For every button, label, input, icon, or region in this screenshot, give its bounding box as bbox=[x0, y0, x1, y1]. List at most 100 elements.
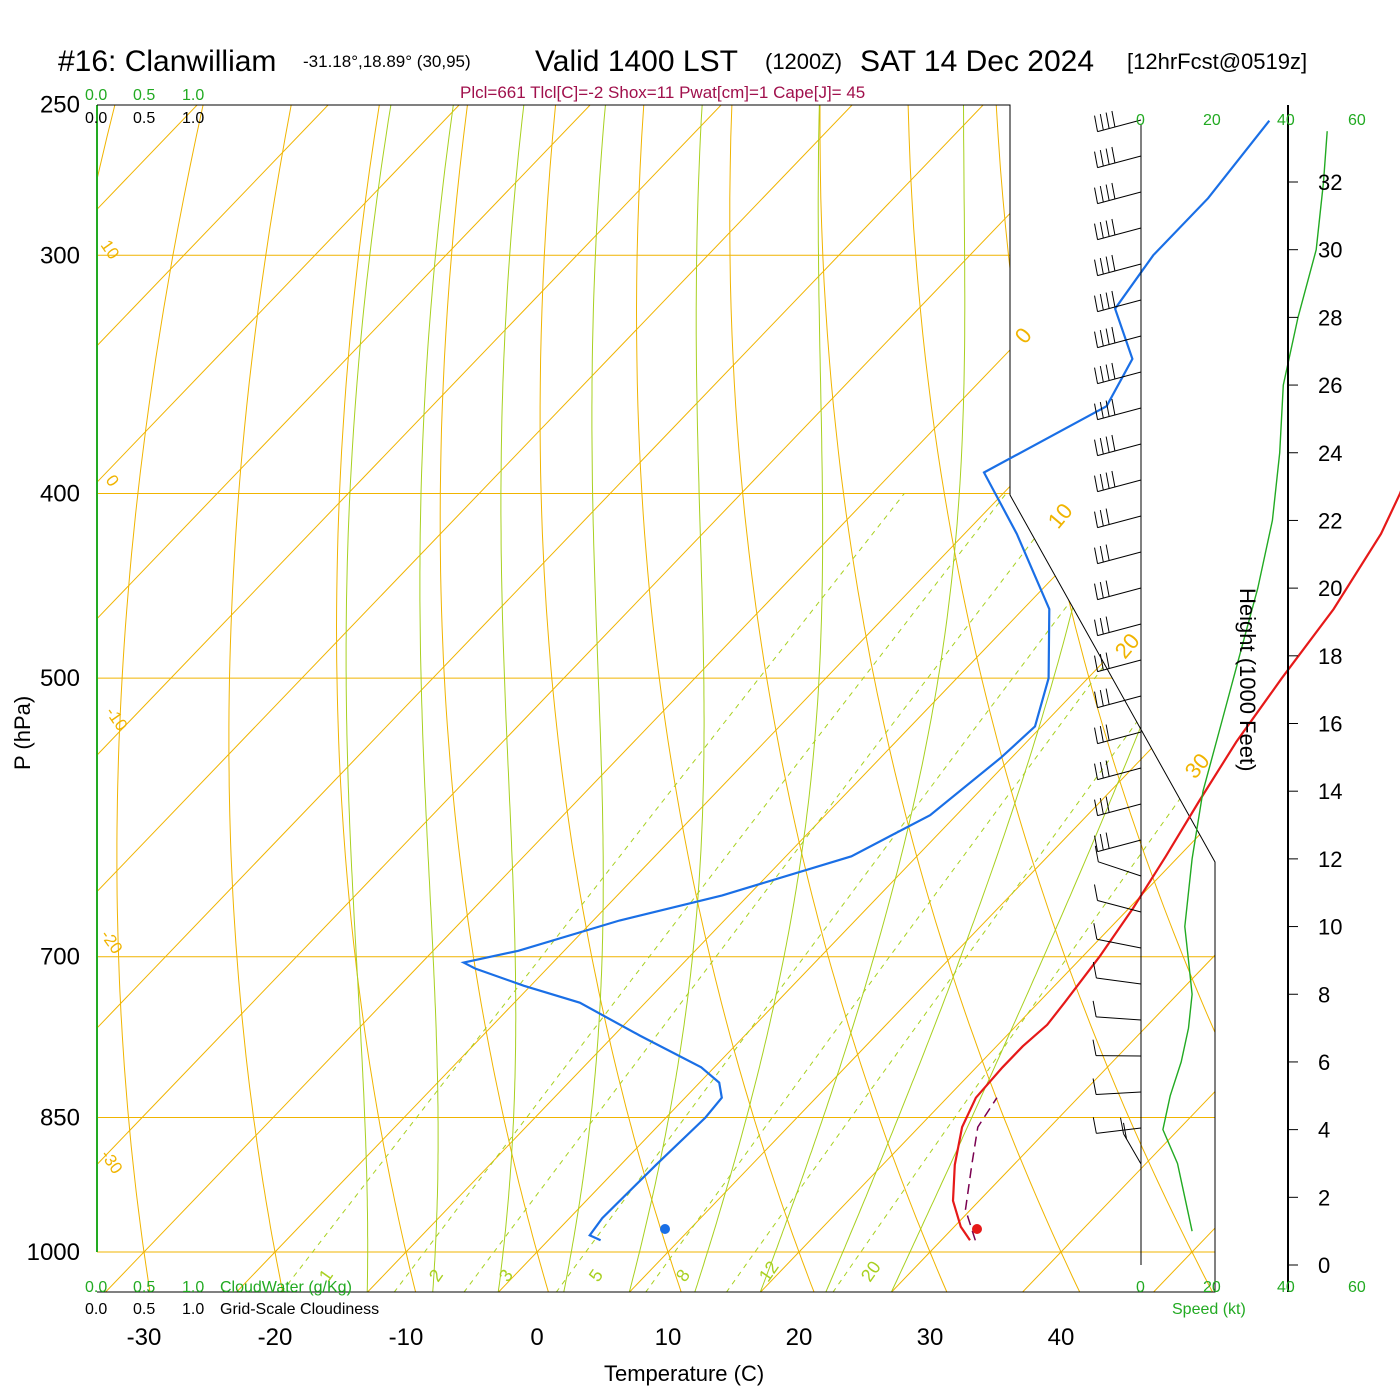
temperature-line bbox=[951, 490, 1400, 1241]
speed-tick-top-1: 20 bbox=[1203, 112, 1221, 129]
isotherm--10 bbox=[366, 105, 1215, 1292]
wind-barb-21 bbox=[1094, 845, 1142, 877]
height-tick-32: 32 bbox=[1318, 170, 1342, 195]
height-tick-20: 20 bbox=[1318, 576, 1342, 601]
x-tick-0: 0 bbox=[530, 1324, 543, 1351]
speed-label: Speed (kt) bbox=[1172, 1301, 1246, 1318]
wind-barb-11 bbox=[1094, 508, 1142, 529]
mixing-ratio-label-20: 20 bbox=[857, 1257, 885, 1285]
mixing-ratio-3 bbox=[463, 493, 1070, 1292]
dry-adiabat-80 bbox=[1168, 105, 1215, 1292]
wind-barb-4 bbox=[1094, 254, 1142, 277]
wind-barb-24 bbox=[1092, 961, 1142, 985]
wind-barb-5 bbox=[1094, 290, 1142, 313]
isotherm-20 bbox=[759, 105, 1215, 1292]
theta-label--20: -20 bbox=[97, 926, 127, 957]
x-tick--10: -10 bbox=[389, 1324, 424, 1351]
dewpoint-line bbox=[460, 120, 1271, 1242]
wind-barb-12 bbox=[1094, 544, 1142, 565]
isotherm--90 bbox=[97, 105, 493, 1292]
height-tick-26: 26 bbox=[1318, 373, 1342, 398]
wind-barb-15 bbox=[1094, 652, 1142, 673]
theta-label--10: -10 bbox=[102, 703, 132, 734]
x-tick--30: -30 bbox=[127, 1324, 162, 1351]
wind-barb-22 bbox=[1094, 884, 1142, 913]
cloudiness-tick-top-1: 0.5 bbox=[133, 110, 155, 127]
height-tick-8: 8 bbox=[1318, 982, 1330, 1007]
isotherm--40 bbox=[97, 105, 1148, 1292]
mixing-ratio-1 bbox=[281, 493, 905, 1292]
wind-barb-1 bbox=[1094, 146, 1142, 169]
wind-barb-0 bbox=[1094, 110, 1142, 133]
isotherm-label-20: 20 bbox=[1110, 628, 1145, 663]
wind-barb-19 bbox=[1094, 796, 1142, 817]
p-tick-500: 500 bbox=[40, 665, 80, 692]
height-tick-14: 14 bbox=[1318, 779, 1342, 804]
cloudiness-tick-top-0: 0.0 bbox=[85, 110, 107, 127]
cloudwater-tick-top-2: 1.0 bbox=[182, 87, 204, 104]
wind-barb-23 bbox=[1093, 923, 1142, 949]
dry-adiabat-40 bbox=[819, 105, 1081, 1292]
wind-barb-14 bbox=[1094, 616, 1142, 637]
wind-barb-8 bbox=[1094, 398, 1142, 421]
station-coords: -31.18°,18.89° (30,95) bbox=[303, 52, 471, 71]
x-tick-40: 40 bbox=[1048, 1324, 1075, 1351]
dry-adiabat--20 bbox=[228, 105, 299, 1292]
mixing-ratio-8 bbox=[645, 493, 1215, 1292]
cloudiness-tick-bottom-0: 0.0 bbox=[85, 1301, 107, 1318]
x-tick-20: 20 bbox=[786, 1324, 813, 1351]
isotherm--30 bbox=[104, 105, 1215, 1292]
sounding-profiles bbox=[460, 120, 1400, 1242]
isotherm-50 bbox=[1152, 105, 1215, 1292]
speed-tick-top-0: 0 bbox=[1136, 112, 1145, 129]
speed-tick-bottom-2: 40 bbox=[1277, 1279, 1295, 1296]
isotherm--60 bbox=[97, 105, 886, 1292]
dry-adiabat-100 bbox=[1343, 71, 1400, 1293]
cloudiness-label: Grid-Scale Cloudiness bbox=[220, 1301, 379, 1318]
wind-barb-7 bbox=[1094, 362, 1142, 385]
height-tick-12: 12 bbox=[1318, 847, 1342, 872]
date-label: SAT 14 Dec 2024 bbox=[860, 45, 1094, 78]
isotherm-0 bbox=[497, 105, 1215, 1292]
height-tick-24: 24 bbox=[1318, 441, 1342, 466]
mixing-ratio-20 bbox=[832, 493, 1215, 1292]
y-axis-title: P (hPa) bbox=[10, 696, 35, 770]
surface-temperature-dot bbox=[972, 1224, 982, 1234]
axes-labels: -30 -20 -10 0 10 20 30 402503004005007008501000… bbox=[27, 91, 1343, 1351]
height-tick-16: 16 bbox=[1318, 712, 1342, 737]
wind-barb-2 bbox=[1094, 182, 1142, 205]
cloudwater-tick-top-0: 0.0 bbox=[85, 87, 107, 104]
plot-border bbox=[97, 104, 1216, 1293]
speed-tick-bottom-0: 0 bbox=[1136, 1279, 1145, 1296]
valid-time: Valid 1400 LST bbox=[535, 45, 738, 78]
p-tick-250: 250 bbox=[40, 91, 80, 118]
dry-adiabat-20 bbox=[635, 105, 815, 1292]
isotherm-10 bbox=[628, 105, 1215, 1292]
wind-barb-25 bbox=[1092, 1000, 1142, 1021]
station-title: #16: Clanwilliam bbox=[58, 45, 276, 78]
height-tick-30: 30 bbox=[1318, 238, 1342, 263]
wind-speed-line bbox=[1162, 131, 1328, 1232]
mixing-ratio-5 bbox=[555, 493, 1153, 1292]
p-tick-300: 300 bbox=[40, 242, 80, 269]
wind-barb-13 bbox=[1094, 580, 1142, 601]
wind-barbs bbox=[1092, 110, 1142, 1165]
isotherm--50 bbox=[97, 105, 1017, 1292]
cloudwater-label: CloudWater (g/Kg) bbox=[220, 1279, 352, 1296]
dry-adiabat--10 bbox=[335, 105, 417, 1292]
x-tick-30: 30 bbox=[917, 1324, 944, 1351]
isotherm--80 bbox=[97, 105, 624, 1292]
cloudwater-tick-bottom-2: 1.0 bbox=[182, 1279, 204, 1296]
theta-label--30: -30 bbox=[97, 1146, 127, 1177]
height-tick-10: 10 bbox=[1318, 915, 1342, 940]
height-tick-22: 22 bbox=[1318, 508, 1342, 533]
cloudiness-tick-bottom-1: 0.5 bbox=[133, 1301, 155, 1318]
indices-line: Plcl=661 Tlcl[C]=-2 Shox=11 Pwat[cm]=1 C… bbox=[460, 83, 865, 102]
dry-adiabat-30 bbox=[729, 105, 948, 1292]
chart-grid bbox=[97, 71, 1400, 1293]
height-axis-title: Height (1000 Feet) bbox=[1235, 588, 1260, 771]
isotherm--70 bbox=[97, 105, 755, 1292]
cloudwater-tick-top-1: 0.5 bbox=[133, 87, 155, 104]
p-tick-400: 400 bbox=[40, 480, 80, 507]
